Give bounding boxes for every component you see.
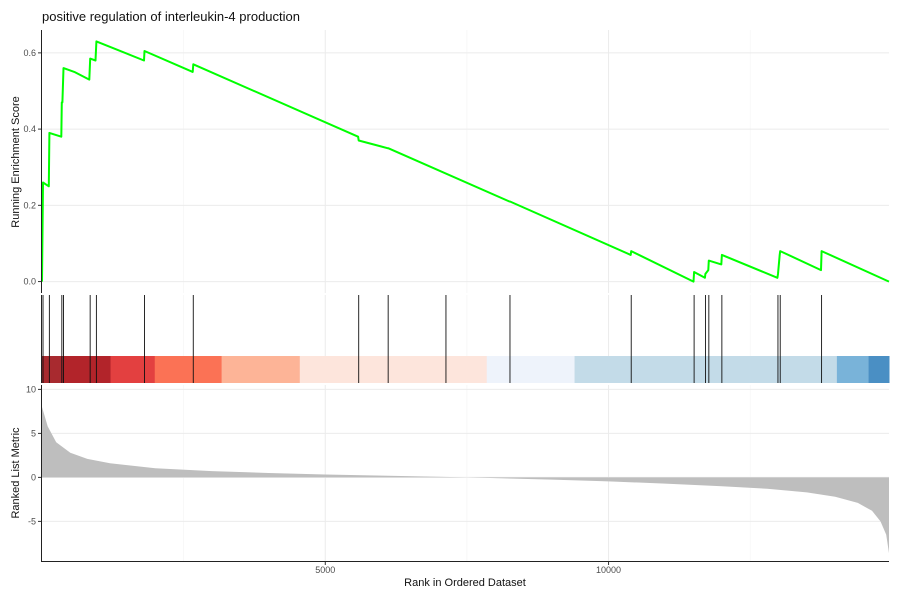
- ranked-metric-area: [42, 407, 889, 554]
- x-ticks: 5000 10000: [315, 562, 621, 575]
- color-band: [63, 356, 112, 383]
- color-band: [42, 356, 65, 383]
- enrichment-y-ticks: 0.0 0.2 0.4 0.6: [23, 48, 41, 287]
- y-tick-label: 5: [31, 428, 36, 438]
- rank-color-bands: [42, 356, 890, 383]
- barcode-grid: [183, 295, 751, 356]
- color-band: [221, 356, 301, 383]
- y-tick-label: 0.4: [23, 124, 36, 134]
- x-tick-label: 10000: [596, 565, 621, 575]
- enrichment-grid: [42, 30, 889, 293]
- color-band: [154, 356, 223, 383]
- y-tick-label: 0.6: [23, 48, 36, 58]
- color-band: [486, 356, 576, 383]
- y-tick-label: 0.0: [23, 277, 36, 287]
- enrichment-panel: 0.0 0.2 0.4 0.6 Running Enrichment Score: [10, 30, 890, 293]
- color-band: [836, 356, 870, 383]
- color-band: [868, 356, 890, 383]
- x-axis-title: Rank in Ordered Dataset: [404, 577, 526, 589]
- barcode-panel: [41, 295, 890, 383]
- ranked-metric-y-ticks: -5 0 5 10: [26, 384, 41, 526]
- y-tick-label: 0: [31, 472, 36, 482]
- color-band: [110, 356, 156, 383]
- gene-hit-marks: [42, 295, 823, 383]
- color-band: [574, 356, 838, 383]
- y-tick-label: -5: [28, 516, 36, 526]
- ranked-metric-y-axis-title: Ranked List Metric: [10, 427, 22, 519]
- enrichment-y-axis-title: Running Enrichment Score: [10, 96, 22, 227]
- enrichment-line: [41, 40, 890, 283]
- y-tick-label: 0.2: [23, 200, 36, 210]
- chart-title: positive regulation of interleukin-4 pro…: [42, 9, 300, 24]
- ranked-metric-panel: -5 0 5 10 5000 10000 Ranked List Metric Rank…: [10, 384, 889, 589]
- color-band: [299, 356, 488, 383]
- y-tick-label: 10: [26, 384, 36, 394]
- x-tick-label: 5000: [315, 565, 335, 575]
